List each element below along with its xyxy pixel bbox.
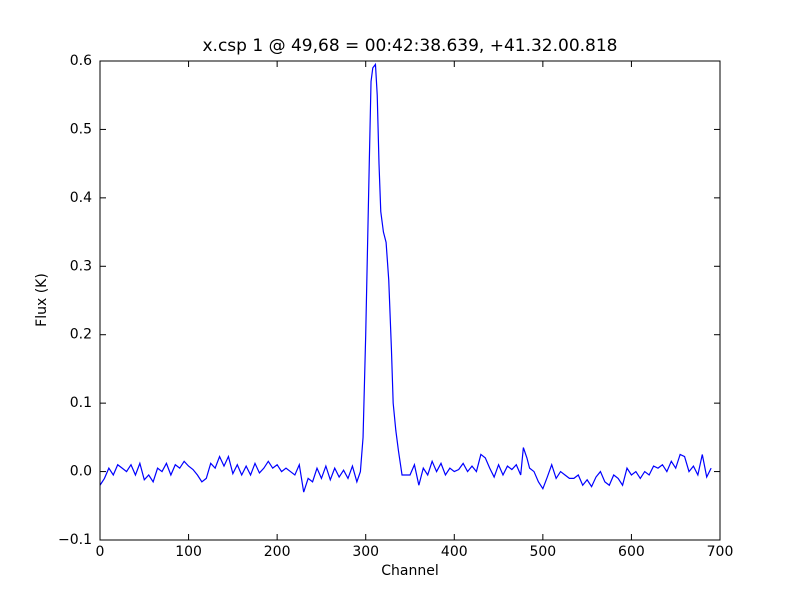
x-tick-label: 600 (618, 544, 645, 560)
chart-title: x.csp 1 @ 49,68 = 00:42:38.639, +41.32.0… (202, 36, 617, 56)
y-tick-label: 0.0 (70, 464, 92, 480)
x-tick-label: 700 (707, 544, 734, 560)
y-axis-label: Flux (K) (34, 273, 50, 327)
x-axis-label: Channel (381, 563, 438, 579)
x-tick-label: 400 (441, 544, 468, 560)
x-tick-label: 300 (352, 544, 379, 560)
y-tick-label: 0.5 (70, 121, 92, 137)
y-tick-label: 0.3 (70, 258, 92, 274)
y-tick-label: 0.1 (70, 395, 92, 411)
line-series (99, 62, 712, 493)
y-tick-label: 0.4 (70, 190, 92, 206)
y-tick-label: 0.2 (70, 327, 92, 343)
x-tick-label: 100 (175, 544, 202, 560)
y-tick-label: −0.1 (58, 532, 92, 548)
y-tick-label: 0.6 (70, 53, 92, 69)
x-tick-label: 500 (529, 544, 556, 560)
x-tick-label: 0 (96, 544, 105, 560)
plot-frame (99, 60, 721, 541)
x-tick-label: 200 (264, 544, 291, 560)
